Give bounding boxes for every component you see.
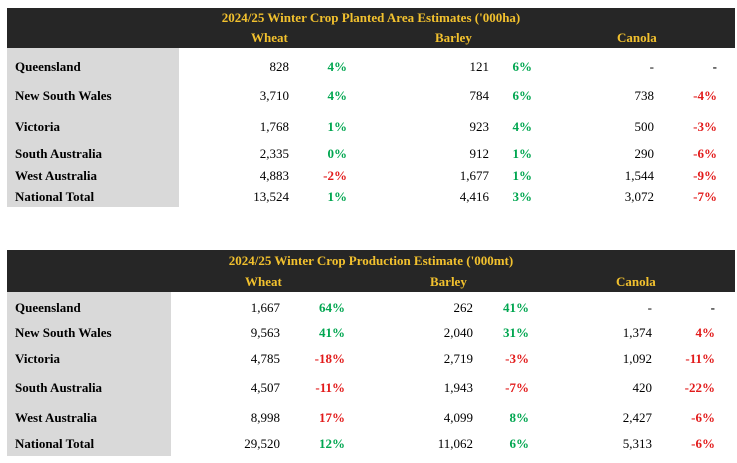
wheat-change: 4% <box>327 88 348 103</box>
region-label: Queensland <box>15 59 81 74</box>
production-table: 2024/25 Winter Crop Production Estimate … <box>7 250 735 456</box>
canola-change: -6% <box>691 410 715 425</box>
canola-value: 1,374 <box>622 325 652 340</box>
region-label: National Total <box>15 436 95 451</box>
barley-change: -3% <box>505 351 529 366</box>
barley-change: 1% <box>512 146 533 161</box>
canola-change: -22% <box>684 380 715 395</box>
canola-change: - <box>712 59 717 74</box>
barley-change: 31% <box>503 325 529 340</box>
wheat-value: 4,785 <box>250 351 280 366</box>
barley-change: -7% <box>505 380 529 395</box>
label-column <box>7 292 171 456</box>
canola-value: 2,427 <box>622 410 652 425</box>
wheat-value: 2,335 <box>259 146 289 161</box>
barley-change: 4% <box>512 119 533 134</box>
wheat-change: -2% <box>323 168 347 183</box>
canola-change: -6% <box>691 436 715 451</box>
barley-value: 11,062 <box>437 436 473 451</box>
region-label: West Australia <box>15 168 97 183</box>
wheat-change: 17% <box>319 410 345 425</box>
wheat-change: 1% <box>327 189 348 204</box>
wheat-value: 3,710 <box>259 88 289 103</box>
wheat-change: 12% <box>319 436 345 451</box>
wheat-value: 828 <box>269 59 290 74</box>
barley-value: 4,099 <box>443 410 473 425</box>
barley-value: 784 <box>469 88 490 103</box>
wheat-value: 4,507 <box>250 380 280 395</box>
header-barley: Barley <box>430 274 467 289</box>
barley-value: 2,719 <box>443 351 473 366</box>
label-column <box>7 48 179 207</box>
barley-value: 1,943 <box>443 380 473 395</box>
canola-value: 500 <box>634 119 655 134</box>
canola-change: -7% <box>693 189 717 204</box>
column-header-row: Wheat Barley Canola <box>7 28 735 48</box>
canola-value: 738 <box>634 88 655 103</box>
barley-change: 3% <box>512 189 533 204</box>
barley-value: 923 <box>469 119 490 134</box>
barley-change: 6% <box>509 436 530 451</box>
barley-change: 6% <box>512 88 533 103</box>
wheat-change: 1% <box>327 119 348 134</box>
barley-value: 2,040 <box>443 325 473 340</box>
barley-change: 6% <box>512 59 533 74</box>
canola-value: 420 <box>632 380 653 395</box>
canola-change: 4% <box>695 325 716 340</box>
canola-value: 3,072 <box>624 189 654 204</box>
canola-change: -11% <box>685 351 715 366</box>
region-label: Victoria <box>15 119 60 134</box>
wheat-change: 64% <box>319 300 345 315</box>
region-label: Victoria <box>15 351 60 366</box>
barley-value: 1,677 <box>459 168 489 183</box>
canola-change: -9% <box>693 168 717 183</box>
canola-change: - <box>710 300 715 315</box>
region-label: South Australia <box>15 380 103 395</box>
barley-change: 41% <box>503 300 529 315</box>
wheat-value: 8,998 <box>250 410 280 425</box>
header-barley: Barley <box>435 30 472 45</box>
header-wheat: Wheat <box>251 30 288 45</box>
canola-value: - <box>647 300 652 315</box>
wheat-value: 13,524 <box>253 189 289 204</box>
barley-value: 4,416 <box>459 189 489 204</box>
wheat-change: 4% <box>327 59 348 74</box>
canola-change: -3% <box>693 119 717 134</box>
header-canola: Canola <box>616 274 656 289</box>
wheat-value: 1,768 <box>259 119 289 134</box>
wheat-value: 1,667 <box>250 300 280 315</box>
wheat-change: 41% <box>319 325 345 340</box>
canola-value: 1,092 <box>622 351 652 366</box>
table-title: 2024/25 Winter Crop Production Estimate … <box>7 250 735 272</box>
region-label: Queensland <box>15 300 81 315</box>
canola-value: 290 <box>634 146 655 161</box>
column-header-row: Wheat Barley Canola <box>7 272 735 292</box>
header-canola: Canola <box>617 30 657 45</box>
wheat-change: -18% <box>314 351 345 366</box>
region-label: West Australia <box>15 410 97 425</box>
wheat-value: 9,563 <box>250 325 280 340</box>
canola-value: 5,313 <box>622 436 652 451</box>
region-label: South Australia <box>15 146 103 161</box>
header-wheat: Wheat <box>245 274 282 289</box>
barley-value: 262 <box>453 300 474 315</box>
canola-value: - <box>649 59 654 74</box>
planted-area-table: 2024/25 Winter Crop Planted Area Estimat… <box>7 8 735 208</box>
region-label: National Total <box>15 189 95 204</box>
barley-change: 8% <box>509 410 530 425</box>
table-title: 2024/25 Winter Crop Planted Area Estimat… <box>7 8 735 28</box>
canola-change: -4% <box>693 88 717 103</box>
canola-change: -6% <box>693 146 717 161</box>
region-label: New South Wales <box>15 325 112 340</box>
wheat-value: 29,520 <box>244 436 280 451</box>
barley-value: 121 <box>469 59 490 74</box>
wheat-value: 4,883 <box>259 168 289 183</box>
wheat-change: -11% <box>315 380 345 395</box>
wheat-change: 0% <box>327 146 348 161</box>
region-label: New South Wales <box>15 88 112 103</box>
barley-value: 912 <box>469 146 490 161</box>
barley-change: 1% <box>512 168 533 183</box>
canola-value: 1,544 <box>624 168 654 183</box>
